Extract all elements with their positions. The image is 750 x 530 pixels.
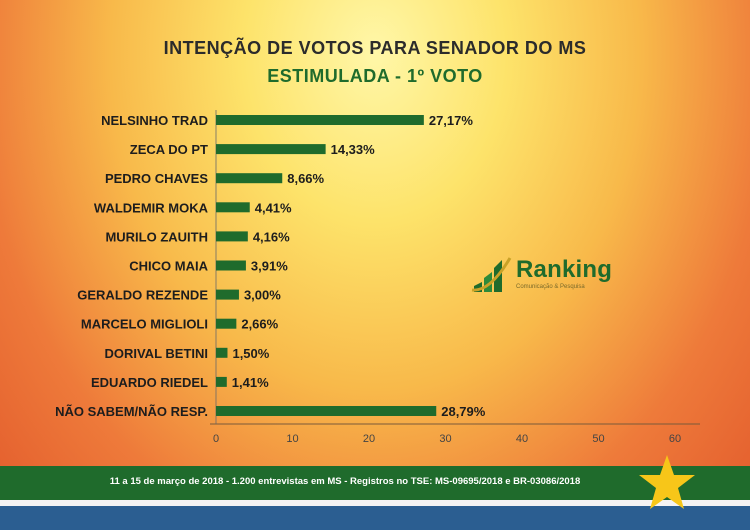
bar <box>216 289 239 300</box>
logo-name: Ranking <box>516 256 613 283</box>
bar <box>216 347 228 358</box>
bar <box>216 318 237 329</box>
x-tick-label: 10 <box>286 433 298 445</box>
category-label: ZECA DO PT <box>130 142 208 157</box>
footer-divider <box>0 500 750 506</box>
value-label: 1,41% <box>232 375 269 390</box>
category-label: GERALDO REZENDE <box>77 288 208 303</box>
value-label: 3,00% <box>244 288 281 303</box>
logo-tagline: Comunicação & Pesquisa <box>516 284 585 290</box>
bar-chart: 0 10 20 30 40 50 60 NELSINHO TRAD 27,17% ZECA DO … <box>55 110 700 445</box>
category-label: DORIVAL BETINI <box>104 346 208 361</box>
value-label: 14,33% <box>331 142 376 157</box>
x-tick-label: 30 <box>439 433 451 445</box>
category-label: MURILO ZAUITH <box>105 229 208 244</box>
footer-text: 11 a 15 de março de 2018 - 1.200 entrevi… <box>109 476 581 487</box>
bar <box>216 406 437 416</box>
chart-title: INTENÇÃO DE VOTOS PARA SENADOR DO MS <box>163 38 587 58</box>
chart-subtitle: ESTIMULADA - 1º VOTO <box>267 66 483 86</box>
category-label: NELSINHO TRAD <box>101 113 208 128</box>
bar <box>216 115 424 125</box>
category-label: MARCELO MIGLIOLI <box>81 317 208 332</box>
x-tick-label: 50 <box>592 433 604 445</box>
value-label: 28,79% <box>441 404 486 419</box>
category-label: CHICO MAIA <box>129 259 208 274</box>
x-tick-label: 60 <box>669 433 681 445</box>
x-tick-label: 20 <box>363 433 375 445</box>
bar <box>216 202 250 213</box>
value-label: 4,41% <box>255 200 292 215</box>
category-label: WALDEMIR MOKA <box>94 200 209 215</box>
value-label: 4,16% <box>253 229 290 244</box>
footer-blue-band <box>0 506 750 530</box>
bar <box>216 144 326 155</box>
bar <box>216 231 248 242</box>
value-label: 1,50% <box>232 346 269 361</box>
bar <box>216 173 283 184</box>
category-label: EDUARDO RIEDEL <box>91 375 208 390</box>
value-label: 8,66% <box>287 171 324 186</box>
bar <box>216 260 246 271</box>
x-tick-label: 40 <box>516 433 528 445</box>
value-label: 3,91% <box>251 259 288 274</box>
value-label: 27,17% <box>429 113 474 128</box>
footer-bar <box>0 466 750 500</box>
bar <box>216 376 227 387</box>
star-icon <box>639 455 695 509</box>
x-tick-label: 0 <box>213 433 219 445</box>
category-label: NÃO SABEM/NÃO RESP. <box>55 404 208 419</box>
ranking-logo-icon <box>471 257 512 292</box>
category-label: PEDRO CHAVES <box>105 171 208 186</box>
value-label: 2,66% <box>241 317 278 332</box>
